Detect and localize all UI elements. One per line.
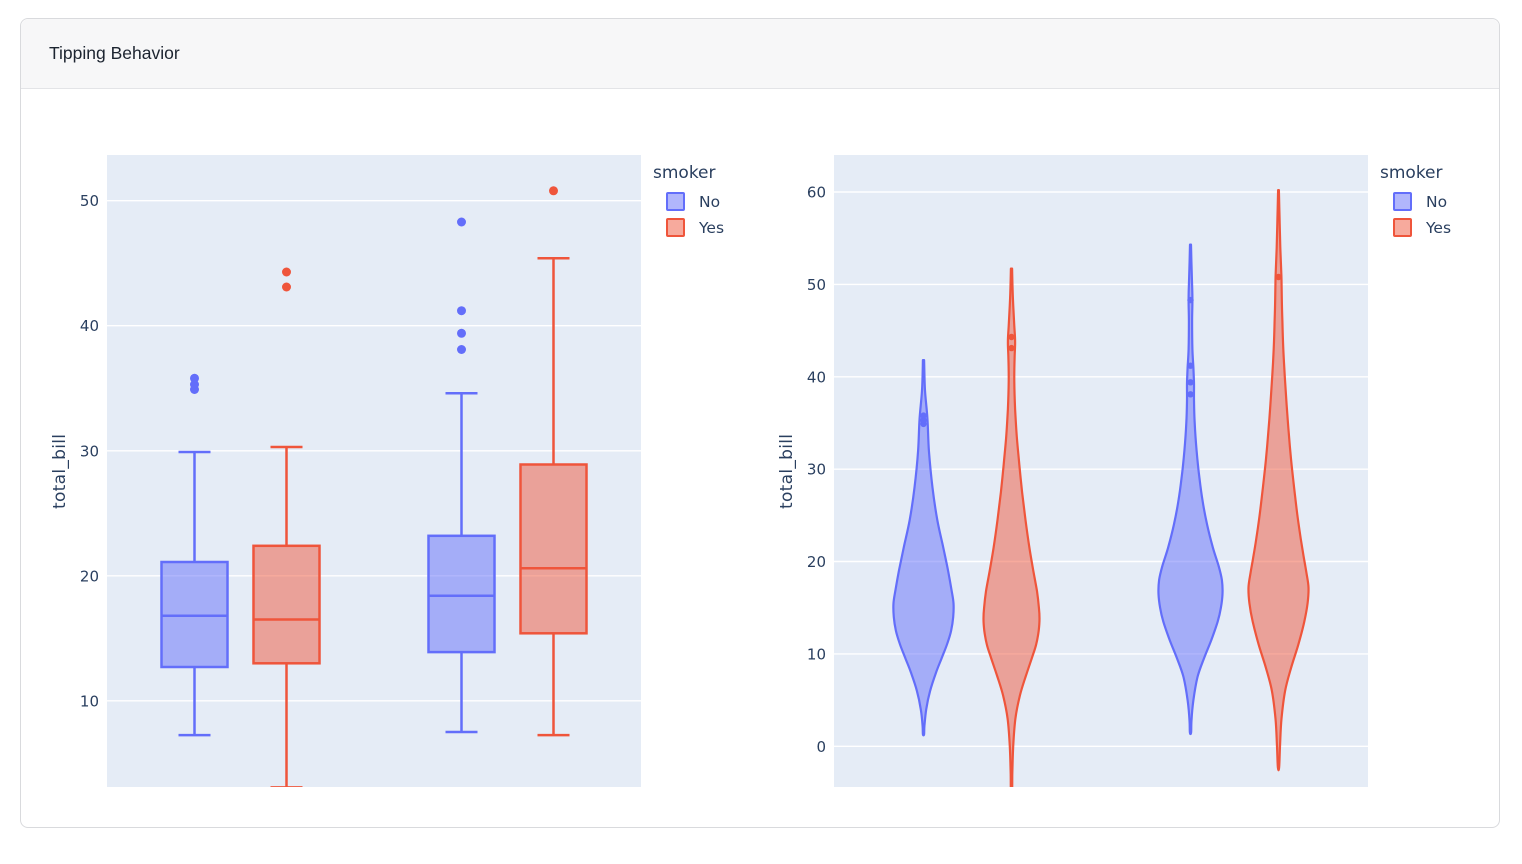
box[interactable]: [427, 534, 496, 654]
y-tick-label: 10: [807, 645, 826, 663]
y-tick-label: 30: [807, 461, 826, 479]
y-tick-label: 0: [816, 738, 826, 756]
legend-item-no[interactable]: No: [1380, 192, 1451, 211]
legend-item-no[interactable]: No: [653, 192, 724, 211]
violin-point[interactable]: [1275, 273, 1282, 281]
y-tick-label: 40: [807, 368, 826, 386]
violin[interactable]: [892, 359, 955, 737]
yes-swatch-icon: [666, 218, 685, 237]
outlier-point[interactable]: [457, 217, 466, 227]
outlier-point[interactable]: [457, 306, 466, 316]
violin-point[interactable]: [1008, 344, 1015, 352]
whisker-cap: [270, 445, 303, 787]
outlier-point[interactable]: [282, 282, 291, 292]
y-tick-label: 40: [80, 317, 99, 335]
no-swatch-icon: [1393, 192, 1412, 211]
y-tick-label: 50: [807, 276, 826, 294]
no-swatch-icon: [666, 192, 685, 211]
legend-item-yes[interactable]: Yes: [653, 218, 724, 237]
outlier-point[interactable]: [190, 380, 199, 389]
yes-swatch-icon: [1393, 218, 1412, 237]
outlier-point[interactable]: [457, 345, 466, 354]
y-tick-label: 10: [80, 692, 99, 710]
legend-item-yes[interactable]: Yes: [1380, 218, 1451, 237]
outlier-point[interactable]: [549, 186, 558, 196]
card-header: Tipping Behavior: [21, 19, 1499, 89]
box[interactable]: [519, 463, 588, 635]
legend-label-no: No: [699, 192, 721, 211]
y-tick-label: 50: [80, 192, 99, 210]
legend-box-plot: smoker No Yes: [653, 163, 724, 244]
legend-title: smoker: [653, 163, 716, 183]
legend-label-no: No: [1426, 192, 1448, 211]
violin-point[interactable]: [1187, 296, 1194, 304]
y-tick-label: 60: [807, 184, 826, 202]
y-tick-label: 20: [80, 567, 99, 585]
outlier-point[interactable]: [282, 267, 291, 277]
box-plot-panel: 10 20 30 40 50: [80, 155, 641, 787]
y-tick-label: 20: [807, 553, 826, 571]
violin-point[interactable]: [1187, 362, 1194, 369]
legend-label-yes: Yes: [699, 218, 725, 237]
violin-plot-panel: 0 10 20 30 40 50 60: [807, 155, 1368, 787]
violin[interactable]: [1157, 243, 1224, 736]
whisker-cap: [445, 392, 478, 734]
violin[interactable]: [1247, 189, 1310, 772]
legend-violin-plot: smoker No Yes: [1380, 163, 1451, 244]
outlier-point[interactable]: [190, 373, 199, 383]
outlier-point[interactable]: [457, 328, 466, 338]
box[interactable]: [252, 544, 321, 665]
legend-title: smoker: [1380, 163, 1443, 183]
violin-point[interactable]: [920, 417, 927, 424]
violin[interactable]: [982, 267, 1041, 787]
y-tick-label: 30: [80, 442, 99, 460]
violin-point[interactable]: [920, 412, 927, 419]
violin-point[interactable]: [1187, 391, 1194, 398]
legend-label-yes: Yes: [1426, 218, 1452, 237]
page-title: Tipping Behavior: [49, 43, 180, 63]
whisker-cap: [178, 450, 211, 737]
whisker-cap: [537, 257, 570, 737]
violin-point[interactable]: [1008, 333, 1015, 341]
violin-point[interactable]: [1187, 379, 1194, 386]
